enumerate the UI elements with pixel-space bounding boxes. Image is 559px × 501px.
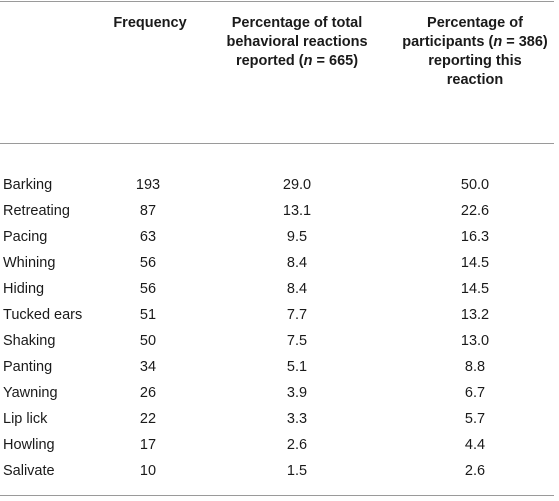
cell-pct-total: 2.6 [286, 437, 308, 453]
table-top-rule [0, 1, 554, 2]
table-row: Lip lick 22 3.3 5.7 [0, 406, 559, 432]
cell-behavior: Shaking [3, 333, 56, 349]
header-pct-part-line4: reaction [446, 72, 504, 88]
cell-behavior: Panting [3, 359, 53, 375]
cell-pct-participants: 22.6 [460, 203, 490, 219]
header-pct-total-line3-a: reported ( [235, 53, 304, 69]
cell-pct-participants: 13.0 [460, 333, 490, 349]
cell-behavior: Howling [3, 437, 55, 453]
cell-behavior: Salivate [3, 463, 55, 479]
cell-behavior: Barking [3, 177, 53, 193]
table-bottom-rule [0, 495, 554, 496]
cell-pct-participants: 50.0 [460, 177, 490, 193]
cell-pct-total: 3.9 [286, 385, 308, 401]
table-row: Tucked ears 51 7.7 13.2 [0, 302, 559, 328]
cell-frequency: 51 [139, 307, 157, 323]
cell-behavior: Tucked ears [3, 307, 83, 323]
cell-frequency: 193 [135, 177, 161, 193]
cell-pct-participants: 2.6 [464, 463, 486, 479]
cell-pct-total: 5.1 [286, 359, 308, 375]
header-pct-participants: Percentage of participants (n = 386) rep… [395, 14, 555, 90]
cell-pct-total: 7.7 [286, 307, 308, 323]
cell-pct-participants: 6.7 [464, 385, 486, 401]
cell-pct-total: 8.4 [286, 255, 308, 271]
cell-frequency: 26 [139, 385, 157, 401]
header-pct-part-line2-a: participants ( [402, 34, 494, 50]
cell-behavior: Pacing [3, 229, 48, 245]
header-pct-part-line3: reporting this [428, 53, 522, 69]
cell-pct-total: 7.5 [286, 333, 308, 349]
cell-frequency: 63 [139, 229, 157, 245]
table-row: Yawning 26 3.9 6.7 [0, 380, 559, 406]
cell-frequency: 10 [139, 463, 157, 479]
table-row: Retreating 87 13.1 22.6 [0, 198, 559, 224]
header-pct-total-line3: reported (n = 665) [202, 52, 392, 71]
header-pct-total-n: n [303, 53, 313, 69]
cell-frequency: 34 [139, 359, 157, 375]
cell-behavior: Retreating [3, 203, 70, 219]
cell-pct-participants: 16.3 [460, 229, 490, 245]
cell-pct-total: 8.4 [286, 281, 308, 297]
cell-pct-total: 3.3 [286, 411, 308, 427]
table-row: Hiding 56 8.4 14.5 [0, 276, 559, 302]
cell-frequency: 87 [139, 203, 157, 219]
cell-behavior: Whining [3, 255, 56, 271]
header-pct-total: Percentage of total behavioral reactions… [202, 14, 392, 71]
cell-pct-participants: 4.4 [464, 437, 486, 453]
table-row: Howling 17 2.6 4.4 [0, 432, 559, 458]
cell-frequency: 17 [139, 437, 157, 453]
header-frequency-text: Frequency [113, 15, 187, 31]
cell-pct-total: 29.0 [282, 177, 312, 193]
table-row: Salivate 10 1.5 2.6 [0, 458, 559, 484]
table-row: Barking 193 29.0 50.0 [0, 172, 559, 198]
table-row: Whining 56 8.4 14.5 [0, 250, 559, 276]
header-pct-total-line3-b: = 665) [312, 53, 359, 69]
cell-pct-total: 9.5 [286, 229, 308, 245]
header-bottom-rule [0, 143, 554, 144]
cell-behavior: Yawning [3, 385, 58, 401]
cell-pct-participants: 14.5 [460, 255, 490, 271]
cell-behavior: Lip lick [3, 411, 48, 427]
header-frequency: Frequency [104, 14, 196, 33]
cell-behavior: Hiding [3, 281, 45, 297]
header-pct-part-line2: participants (n = 386) [395, 33, 555, 52]
cell-pct-participants: 14.5 [460, 281, 490, 297]
header-pct-total-line1: Percentage of total [231, 15, 363, 31]
cell-frequency: 56 [139, 281, 157, 297]
cell-pct-total: 1.5 [286, 463, 308, 479]
table-row: Shaking 50 7.5 13.0 [0, 328, 559, 354]
cell-frequency: 22 [139, 411, 157, 427]
cell-pct-participants: 5.7 [464, 411, 486, 427]
cell-pct-total: 13.1 [282, 203, 312, 219]
header-pct-part-n: n [493, 34, 503, 50]
header-pct-part-line1: Percentage of [427, 15, 523, 31]
cell-frequency: 56 [139, 255, 157, 271]
table-row: Panting 34 5.1 8.8 [0, 354, 559, 380]
header-pct-part-line2-b: = 386) [502, 34, 548, 50]
cell-pct-participants: 8.8 [464, 359, 486, 375]
header-pct-total-line2: behavioral reactions [226, 34, 368, 50]
table-row: Pacing 63 9.5 16.3 [0, 224, 559, 250]
cell-pct-participants: 13.2 [460, 307, 490, 323]
cell-frequency: 50 [139, 333, 157, 349]
